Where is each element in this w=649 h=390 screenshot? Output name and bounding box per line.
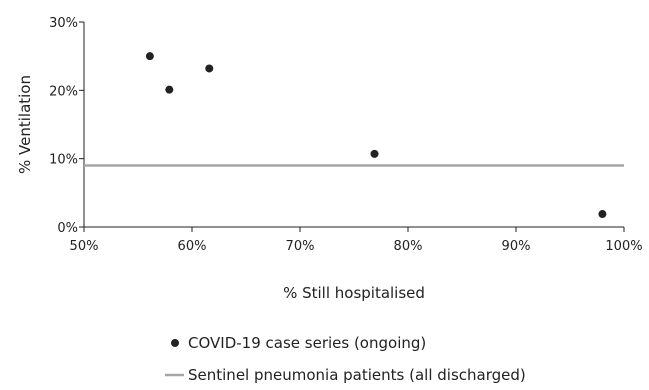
legend-marker-covid: [171, 339, 179, 347]
data-point: [145, 52, 154, 61]
data-point: [205, 64, 214, 73]
x-tick-label: 70%: [286, 239, 315, 254]
y-axis-title: % Ventilation: [16, 75, 34, 174]
y-tick-label: 10%: [49, 153, 78, 168]
legend-label-covid: COVID-19 case series (ongoing): [188, 334, 426, 352]
x-tick-label: 100%: [605, 239, 642, 254]
y-axis-ticks: 0% 10% 20% 30%: [49, 16, 84, 236]
x-tick-label: 90%: [502, 239, 531, 254]
y-tick-label: 0%: [57, 221, 78, 236]
axes: [83, 22, 624, 228]
x-tick-label: 50%: [70, 239, 99, 254]
x-axis-title: % Still hospitalised: [283, 284, 425, 302]
data-point: [165, 85, 174, 94]
scatter-points-layer: [145, 52, 607, 219]
y-tick-label: 30%: [49, 16, 78, 31]
legend: COVID-19 case series (ongoing) Sentinel …: [165, 334, 526, 384]
x-tick-label: 60%: [178, 239, 207, 254]
data-point: [598, 210, 607, 219]
x-tick-label: 80%: [394, 239, 423, 254]
x-axis-ticks: 50% 60% 70% 80% 90% 100%: [70, 227, 643, 254]
legend-label-sentinel: Sentinel pneumonia patients (all dischar…: [188, 366, 526, 384]
y-tick-label: 20%: [49, 84, 78, 99]
data-point: [370, 149, 379, 158]
